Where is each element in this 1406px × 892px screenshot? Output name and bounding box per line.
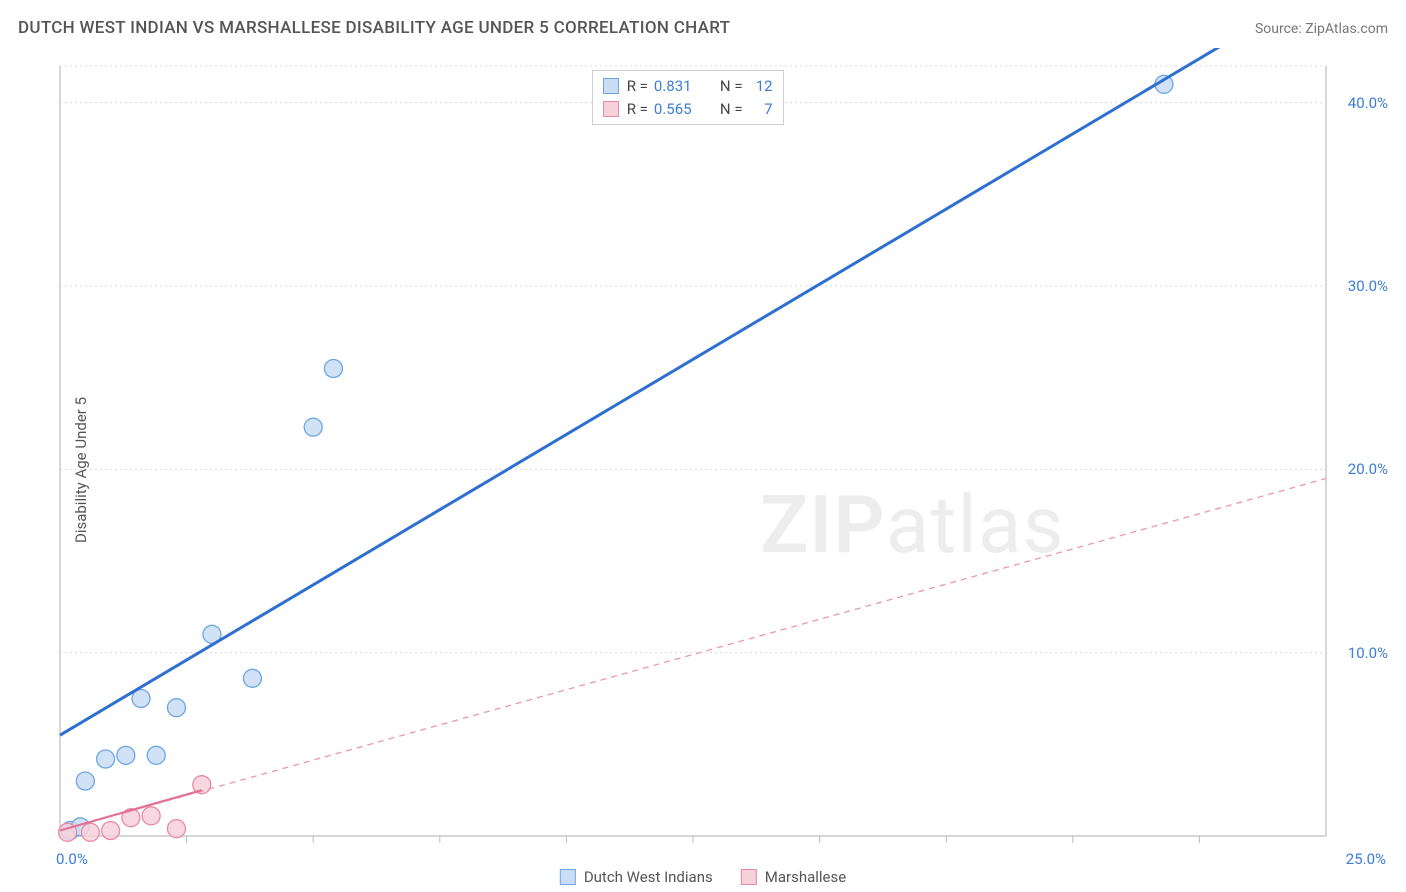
r-value: 0.565 bbox=[654, 98, 706, 121]
stats-legend-box: R = 0.831 N = 12 R = 0.565 N = 7 bbox=[592, 70, 784, 125]
legend-swatch bbox=[741, 869, 757, 885]
x-tick-label: 0.0% bbox=[56, 850, 88, 868]
chart-container: Disability Age Under 5 ZIPatlas R =0.831… bbox=[0, 48, 1406, 892]
legend-label: Marshallese bbox=[765, 868, 846, 886]
y-tick-label: 10.0% bbox=[1348, 644, 1388, 662]
stats-row: R = 0.565 N = 7 bbox=[603, 98, 773, 121]
y-axis-label: Disability Age Under 5 bbox=[72, 397, 90, 543]
legend-swatch bbox=[603, 78, 619, 94]
n-value: 7 bbox=[749, 98, 773, 121]
legend-swatch bbox=[560, 869, 576, 885]
x-tick-label: 25.0% bbox=[1346, 850, 1386, 868]
source-label: Source: ZipAtlas.com bbox=[1255, 21, 1388, 37]
legend-label: Dutch West Indians bbox=[584, 868, 713, 886]
y-tick-label: 20.0% bbox=[1348, 460, 1388, 478]
legend-item: Dutch West Indians bbox=[560, 868, 713, 886]
chart-title: DUTCH WEST INDIAN VS MARSHALLESE DISABIL… bbox=[18, 18, 730, 38]
legend-swatch bbox=[603, 101, 619, 117]
stats-row: R = 0.831 N = 12 bbox=[603, 75, 773, 98]
r-label: R = bbox=[627, 98, 648, 121]
r-label: R = bbox=[627, 75, 648, 98]
legend-item: Marshallese bbox=[741, 868, 846, 886]
y-tick-label: 40.0% bbox=[1348, 94, 1388, 112]
series-legend: Dutch West Indians Marshallese bbox=[560, 868, 846, 886]
n-value: 12 bbox=[749, 75, 773, 98]
r-value: 0.831 bbox=[654, 75, 706, 98]
n-label: N = bbox=[720, 75, 743, 98]
scatter-chart bbox=[0, 48, 1406, 892]
y-tick-label: 30.0% bbox=[1348, 277, 1388, 295]
n-label: N = bbox=[720, 98, 743, 121]
